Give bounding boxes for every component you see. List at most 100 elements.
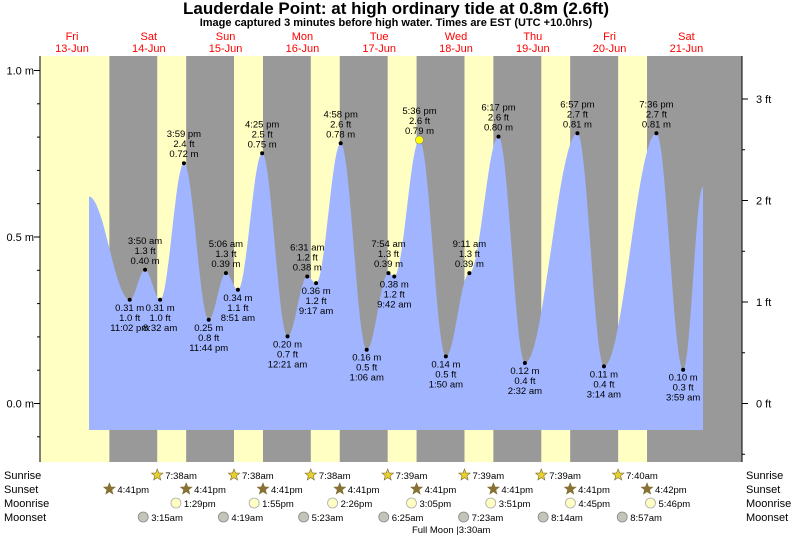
tide-time-label: 5:06 am [209,239,243,250]
day-date: 14-Jun [132,43,166,55]
day-date: 19-Jun [516,43,550,55]
tide-time-label: 9:42 am [377,299,411,310]
tide-time-label: 12:21 am [268,359,308,370]
tide-point [364,347,369,352]
day-date: 15-Jun [209,43,243,55]
moonset-icon [458,511,470,523]
tide-ft-label: 1.1 ft [227,303,248,314]
sunset-icon [486,482,500,495]
tide-point [206,317,211,322]
tide-m-label: 0.16 m [352,353,381,364]
tide-ft-label: 0.5 ft [356,363,377,374]
tide-point [392,274,397,279]
moonrise-icon [645,497,656,509]
chart-title: Lauderdale Point: at high ordinary tide … [183,0,609,18]
tide-m-label: 0.79 m [405,126,434,137]
tide-m-label: 0.39 m [374,259,403,270]
y-axes: 1.0 m 0.5 m 0.0 m 3 ft 2 ft 1 ft 0 ft [6,56,771,462]
tide-time-label: 6:31 am [290,242,324,253]
tide-ft-label: 2.6 ft [488,113,509,124]
tide-m-label: 0.10 m [669,373,698,384]
sunset-time: 4:41pm [271,485,303,496]
tide-point [522,361,527,366]
tide-time-label: 11:44 pm [189,343,228,354]
tide-ft-label: 1.2 ft [384,289,405,300]
day-name: Sun [216,31,236,43]
day-name: Sat [141,31,158,43]
tide-ft-label: 2.6 ft [330,119,351,130]
tide-point [223,271,228,276]
sunset-time: 4:41pm [501,485,533,496]
tide-ft-label: 1.3 ft [378,249,399,260]
sunrise-icon [534,468,548,481]
day-name: Fri [66,31,79,43]
tide-m-label: 0.38 m [293,262,322,273]
tide-time-label: 8:51 am [221,313,255,324]
chart-subtitle: Image captured 3 minutes before high wat… [200,17,593,29]
row-label-left: Moonrise [4,498,49,510]
tide-time-label: 7:36 pm [639,99,673,110]
sun-moon-table: Sunrise Sunrise Sunset Sunset Moonrise Moonri… [4,468,791,536]
moonrise-time: 3:51pm [499,499,531,510]
row-label-left: Sunrise [4,470,41,482]
tide-point [467,271,472,276]
tide-ft-label: 1.0 ft [119,313,140,324]
tide-time-label: 3:50 am [128,236,162,247]
day-name: Wed [445,31,467,43]
tide-time-label: 6:57 pm [560,99,594,110]
current-tide-dot [415,135,424,145]
right-tick-label: 0 ft [756,399,771,411]
tide-m-label: 0.14 m [431,359,460,370]
tide-point [314,281,319,286]
day-date: 17-Jun [362,43,396,55]
tide-ft-label: 2.7 ft [646,109,667,120]
day-headers: Fri13-JunSat14-JunSun15-JunMon16-JunTue1… [55,31,703,55]
moonset-icon [298,511,310,523]
moonrise-icon [565,497,576,509]
tide-ft-label: 1.2 ft [297,252,318,263]
left-tick-label: 1.0 m [6,66,34,78]
tide-time-label: 3:59 pm [167,129,201,140]
left-tick-label: 0.0 m [6,399,34,411]
tide-m-label: 0.81 m [563,119,592,130]
tide-point [654,131,659,136]
tide-point [575,131,580,136]
row-label-right: Moonrise [746,498,791,510]
sunrise-time: 7:38am [242,471,274,482]
sunrise-time: 7:38am [165,471,197,482]
moonrise-icon [485,497,497,509]
row-label-left: Moonset [4,512,46,524]
moonrise-time: 4:45pm [578,499,610,510]
tide-ft-label: 0.8 ft [198,333,219,344]
sunset-icon [640,482,654,495]
moonrise-icon [406,497,417,509]
tide-m-label: 0.38 m [380,279,409,290]
tide-time-label: 2:32 am [508,386,542,397]
tide-time-label: 5:36 pm [402,106,436,117]
sunrise-icon [150,468,164,481]
tide-area [89,133,703,431]
day-name: Thu [523,31,542,43]
tide-time-label: 11:02 pm [110,323,149,334]
tide-m-label: 0.81 m [642,119,671,130]
tide-ft-label: 1.3 ft [459,249,480,260]
right-tick-label: 3 ft [756,94,771,106]
moonset-time: 3:15am [151,513,183,524]
current-tide-marker [415,135,424,145]
tide-ft-label: 0.4 ft [593,379,614,390]
sunrise-icon [304,468,318,481]
tide-m-label: 0.39 m [211,259,240,270]
sunset-icon [179,482,193,495]
tide-m-label: 0.40 m [131,256,160,267]
tide-m-label: 0.80 m [484,123,513,134]
tide-ft-label: 2.5 ft [252,129,273,140]
tide-m-label: 0.11 m [590,369,618,380]
tide-m-label: 0.75 m [248,139,277,150]
row-label-right: Moonset [746,512,788,524]
sunrise-time: 7:39am [396,471,428,482]
tide-ft-label: 0.5 ft [435,369,456,380]
moonset-time: 5:23am [312,513,344,524]
row-label-right: Sunset [746,484,780,496]
tide-ft-label: 0.7 ft [277,349,298,360]
